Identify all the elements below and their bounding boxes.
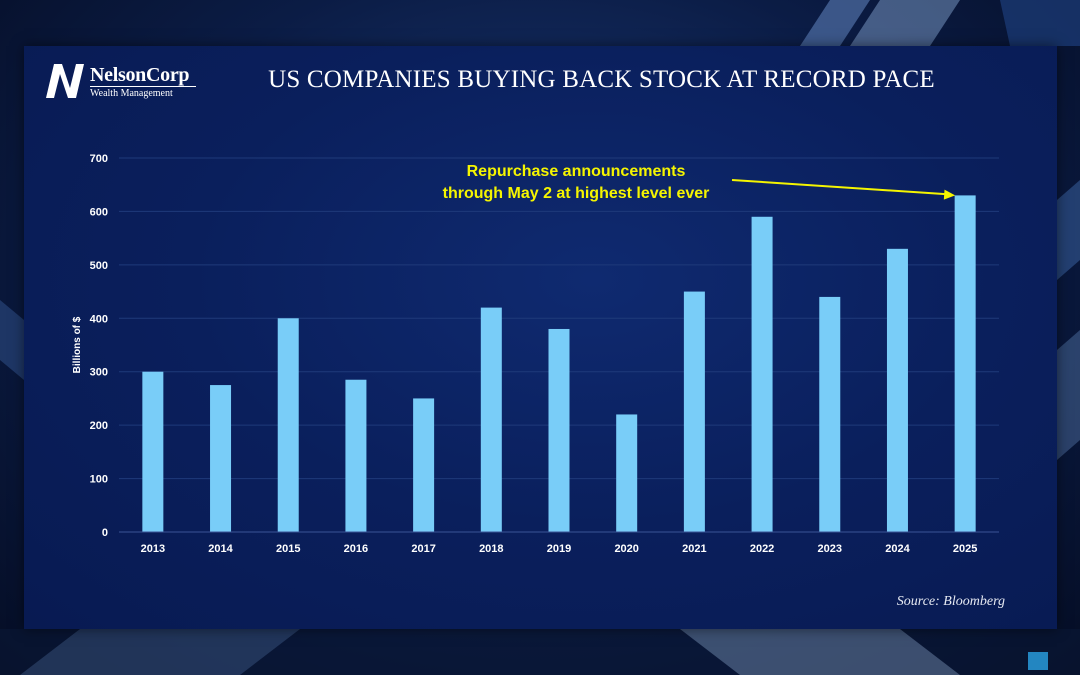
x-tick-label: 2015 (276, 543, 300, 555)
bar-2025 (954, 195, 976, 532)
x-tick-label: 2019 (547, 543, 571, 555)
logo-n-icon (46, 64, 84, 98)
x-tick-label: 2023 (818, 543, 842, 555)
x-tick-label: 2018 (479, 543, 503, 555)
bar-2015 (277, 318, 299, 532)
source-note: Source: Bloomberg (896, 594, 1005, 609)
x-tick-label: 2022 (750, 543, 774, 555)
bar-2013 (142, 371, 164, 532)
bar-2024 (886, 248, 908, 533)
annotation: Repurchase announcements through May 2 a… (443, 163, 956, 202)
y-tick-label: 0 (102, 527, 108, 539)
bar-2018 (480, 307, 502, 532)
y-tick-label: 400 (90, 313, 108, 325)
bars (142, 195, 976, 533)
logo-divider (90, 86, 196, 87)
bar-2014 (210, 385, 232, 532)
y-tick-label: 700 (90, 153, 108, 165)
x-tick-label: 2016 (344, 543, 368, 555)
x-tick-label: 2013 (141, 543, 165, 555)
y-tick-label: 600 (90, 206, 108, 218)
logo-name: NelsonCorp (90, 64, 190, 86)
bar-2022 (751, 216, 773, 532)
x-axis-ticks: 2013 2014 2015 2016 2017 2018 2019 2020 2021 2022… (141, 543, 978, 555)
y-axis-ticks: 0 100 200 300 400 500 600 700 (90, 153, 108, 539)
chart-panel: NelsonCorp Wealth Management US COMPANIE… (24, 46, 1057, 629)
y-tick-label: 300 (90, 367, 108, 379)
x-tick-label: 2017 (411, 543, 435, 555)
y-axis-label: Billions of $ (72, 316, 83, 373)
x-tick-label: 2020 (614, 543, 638, 555)
bar-2016 (345, 379, 367, 532)
bar-chart: 0 100 200 300 400 500 600 700 Billions of $ 201… (72, 153, 999, 555)
chart-title: US COMPANIES BUYING BACK STOCK AT RECORD… (268, 66, 935, 93)
x-tick-label: 2025 (953, 543, 977, 555)
annotation-arrowhead (943, 189, 956, 200)
annotation-line-1: Repurchase announcements (467, 163, 686, 180)
x-tick-label: 2014 (208, 543, 233, 555)
annotation-line-2: through May 2 at highest level ever (443, 185, 710, 202)
x-tick-label: 2024 (885, 543, 910, 555)
bar-2017 (413, 398, 435, 532)
annotation-arrow (731, 179, 950, 196)
logo-subtitle: Wealth Management (90, 88, 173, 99)
bar-2021 (683, 291, 705, 532)
y-tick-label: 200 (90, 420, 108, 432)
company-logo: NelsonCorp Wealth Management (44, 60, 204, 102)
y-tick-label: 500 (90, 260, 108, 272)
bar-2020 (616, 414, 638, 532)
bar-2019 (548, 328, 570, 532)
x-tick-label: 2021 (682, 543, 706, 555)
y-tick-label: 100 (90, 474, 108, 486)
bar-2023 (819, 296, 841, 532)
